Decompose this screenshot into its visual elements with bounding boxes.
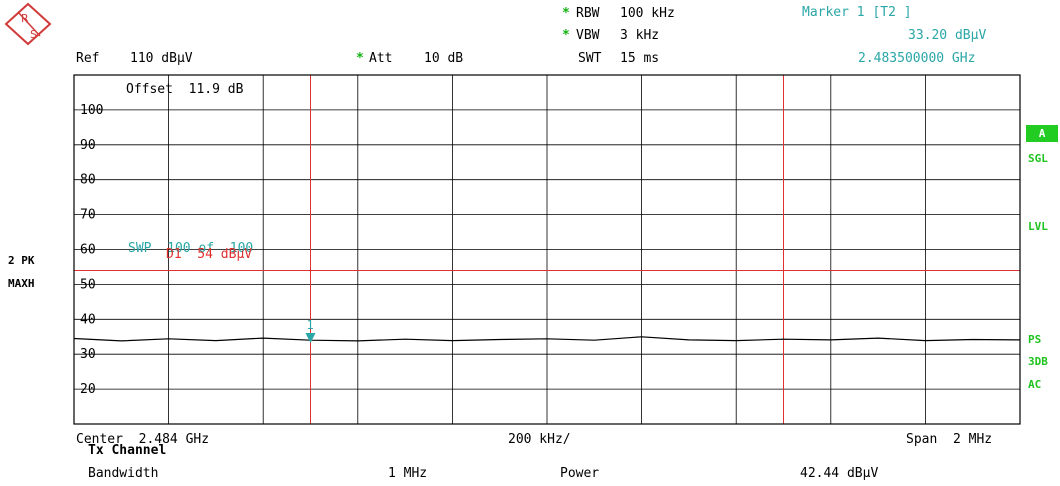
swt-label: SWT: [578, 51, 602, 66]
att-star: *: [356, 51, 364, 66]
svg-text:S: S: [30, 28, 37, 41]
trace-detector-label: 2 PK: [8, 254, 35, 267]
marker-title: Marker 1 [T2 ]: [802, 5, 912, 20]
y-tick-label: 40: [80, 312, 96, 327]
rs-logo-icon: R S: [4, 2, 52, 46]
frequency-lines: [310, 75, 784, 424]
y-tick-label: 60: [80, 243, 96, 258]
sweep-count: SWP 100 of 100: [128, 241, 254, 256]
trace-a-badge: A: [1026, 125, 1058, 142]
frequency-span: Span 2 MHz: [906, 432, 993, 447]
vbw-label: VBW: [576, 28, 600, 43]
bandwidth-label: Bandwidth: [88, 466, 159, 481]
y-tick-label: 80: [80, 173, 96, 188]
plot-frame: [73, 74, 1021, 425]
lvl-label: LVL: [1028, 220, 1048, 233]
svg-text:R: R: [21, 12, 29, 25]
marker-level: 33.20 dBµV: [908, 28, 987, 43]
y-tick-label: 70: [80, 208, 96, 223]
y-tick-label: 100: [80, 103, 103, 118]
power-label: Power: [560, 466, 600, 481]
swt-value: 15 ms: [620, 51, 660, 66]
y-tick-label: 90: [80, 138, 96, 153]
marker-1-number: 1: [307, 318, 314, 332]
3db-label: 3DB: [1028, 355, 1048, 368]
ac-label: AC: [1028, 378, 1042, 391]
center-frequency: Center 2.484 GHz: [76, 432, 210, 447]
trace-line: [73, 336, 1021, 342]
y-tick-label: 30: [80, 347, 96, 362]
vbw-star: *: [562, 28, 570, 43]
y-tick-label: 20: [80, 382, 96, 397]
trace-mode-label: MAXH: [8, 277, 35, 290]
att-label: Att: [369, 51, 393, 66]
power-value: 42.44 dBµV: [800, 466, 879, 481]
offset-label: Offset 11.9 dB: [126, 82, 244, 97]
att-value: 10 dB: [424, 51, 464, 66]
bandwidth-value: 1 MHz: [388, 466, 428, 481]
tx-channel-title: Tx Channel: [88, 443, 167, 458]
plot-grid: [74, 75, 1020, 424]
y-tick-label: 50: [80, 277, 96, 292]
rbw-value: 100 kHz: [620, 6, 675, 21]
marker-frequency: 2.483500000 GHz: [858, 51, 976, 66]
vbw-value: 3 kHz: [620, 28, 660, 43]
sgl-label: SGL: [1028, 152, 1048, 165]
y-tick-labels: 20 30 40 50 60 70 80 90 100: [80, 103, 103, 397]
ref-label: Ref: [76, 51, 100, 66]
ps-label: PS: [1028, 333, 1042, 346]
rbw-star: *: [562, 6, 570, 21]
marker-1-triangle: [305, 333, 316, 344]
d1-label: D1 54 dBµV: [166, 247, 253, 262]
rbw-label: RBW: [576, 6, 600, 21]
frequency-per-division: 200 kHz/: [508, 432, 571, 447]
ref-value: 110 dBµV: [130, 51, 193, 66]
